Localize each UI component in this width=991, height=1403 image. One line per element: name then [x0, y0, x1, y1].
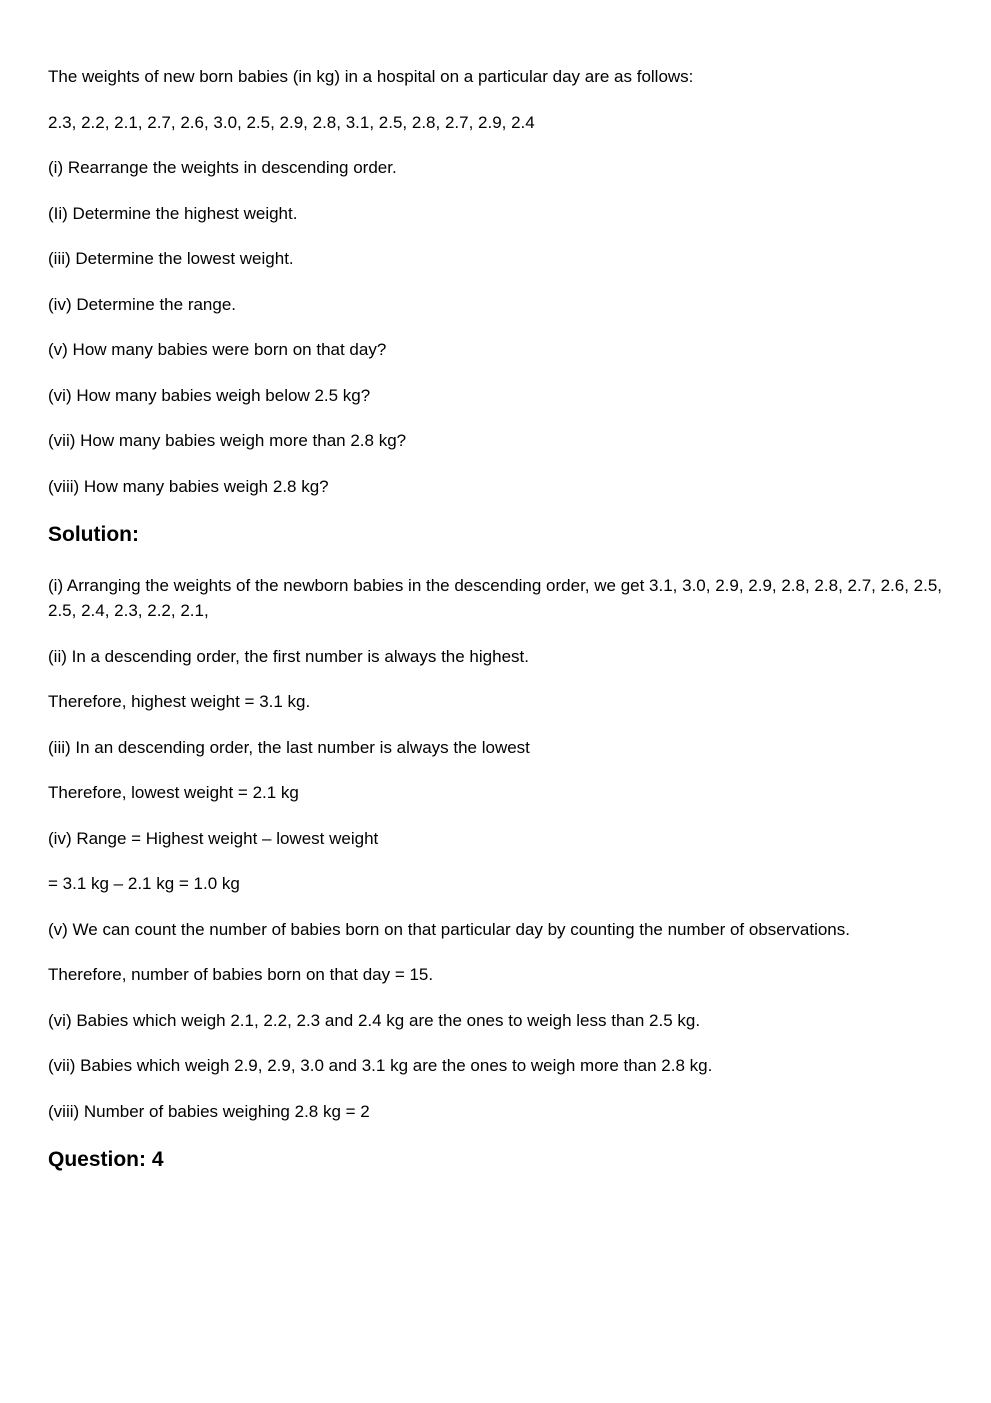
question-i: (i) Rearrange the weights in descending … [48, 155, 943, 181]
answer-iii-line1: (iii) In an descending order, the last n… [48, 735, 943, 761]
answer-iv-line2: = 3.1 kg – 2.1 kg = 1.0 kg [48, 871, 943, 897]
answer-v-line2: Therefore, number of babies born on that… [48, 962, 943, 988]
question-vii: (vii) How many babies weigh more than 2.… [48, 428, 943, 454]
solution-heading: Solution: [48, 519, 943, 551]
question-ii: (Ii) Determine the highest weight. [48, 201, 943, 227]
problem-data: 2.3, 2.2, 2.1, 2.7, 2.6, 3.0, 2.5, 2.9, … [48, 110, 943, 136]
answer-ii-line2: Therefore, highest weight = 3.1 kg. [48, 689, 943, 715]
answer-viii: (viii) Number of babies weighing 2.8 kg … [48, 1099, 943, 1125]
answer-v-line1: (v) We can count the number of babies bo… [48, 917, 943, 943]
answer-i: (i) Arranging the weights of the newborn… [48, 573, 943, 624]
answer-iii-line2: Therefore, lowest weight = 2.1 kg [48, 780, 943, 806]
question-v: (v) How many babies were born on that da… [48, 337, 943, 363]
question-iii: (iii) Determine the lowest weight. [48, 246, 943, 272]
question-viii: (viii) How many babies weigh 2.8 kg? [48, 474, 943, 500]
answer-iv-line1: (iv) Range = Highest weight – lowest wei… [48, 826, 943, 852]
answer-vi: (vi) Babies which weigh 2.1, 2.2, 2.3 an… [48, 1008, 943, 1034]
problem-intro: The weights of new born babies (in kg) i… [48, 64, 943, 90]
question-iv: (iv) Determine the range. [48, 292, 943, 318]
answer-ii-line1: (ii) In a descending order, the first nu… [48, 644, 943, 670]
next-question-heading: Question: 4 [48, 1144, 943, 1176]
answer-vii: (vii) Babies which weigh 2.9, 2.9, 3.0 a… [48, 1053, 943, 1079]
question-vi: (vi) How many babies weigh below 2.5 kg? [48, 383, 943, 409]
